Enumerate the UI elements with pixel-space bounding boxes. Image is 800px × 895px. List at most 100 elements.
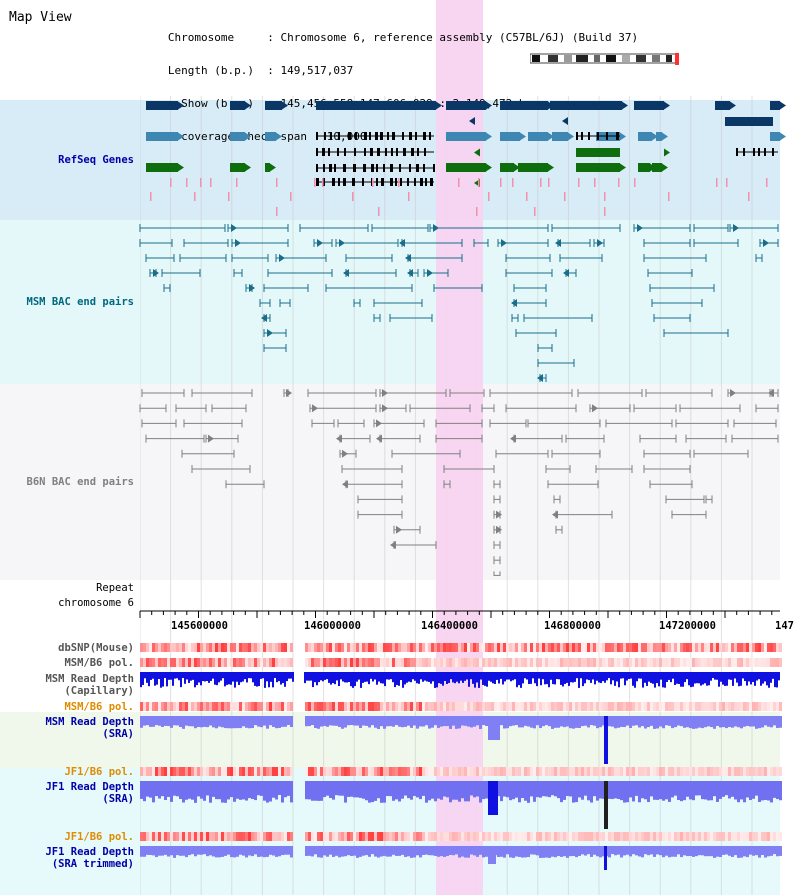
depth-bar: [692, 781, 695, 801]
heat-cell: [617, 702, 620, 711]
depth-bar: [206, 781, 209, 796]
heat-cell: [326, 643, 329, 652]
heat-cell: [194, 643, 197, 652]
heat-cell: [740, 832, 743, 841]
heat-cell: [197, 643, 200, 652]
heat-cell: [710, 767, 713, 776]
depth-bar: [170, 781, 173, 802]
dbsnp-label[interactable]: dbSNP(Mouse): [58, 642, 134, 654]
heat-cell: [506, 643, 509, 652]
highlighted-region[interactable]: [436, 0, 483, 895]
heat-cell: [263, 643, 266, 652]
heat-cell: [665, 643, 668, 652]
depth-peak: [604, 846, 607, 870]
refseq-genes-label[interactable]: RefSeq Genes: [58, 154, 134, 166]
heat-cell: [614, 643, 617, 652]
heat-cell: [590, 702, 593, 711]
heat-cell: [317, 658, 320, 667]
heat-cell: [269, 832, 272, 841]
heat-cell: [284, 643, 287, 652]
msm-bac-label[interactable]: MSM BAC end pairs: [26, 296, 134, 308]
depth-bar: [320, 781, 323, 801]
variant-depth-tracks[interactable]: [0, 638, 800, 895]
depth-bar: [515, 716, 518, 726]
depth-bar: [239, 846, 242, 855]
bac-end-arrow: [235, 239, 241, 247]
heat-cell: [380, 767, 383, 776]
heat-cell: [218, 767, 221, 776]
depth-bar: [227, 716, 230, 729]
depth-bar: [317, 716, 320, 729]
depth-bar: [647, 781, 650, 802]
heat-cell: [368, 643, 371, 652]
depth-bar: [506, 716, 509, 729]
heat-cell: [713, 767, 716, 776]
depth-bar: [216, 672, 218, 686]
heat-cell: [257, 832, 260, 841]
gene-block: [552, 132, 568, 141]
heat-cell: [728, 767, 731, 776]
feature-tracks[interactable]: [0, 96, 800, 576]
heat-cell: [602, 832, 605, 841]
depth-bar: [305, 781, 308, 800]
depth-bar: [635, 781, 638, 796]
depth-bar: [184, 672, 186, 684]
gene-arrow: [245, 101, 251, 110]
heat-cell: [398, 767, 401, 776]
heat-cell: [617, 658, 620, 667]
gene-exon: [354, 148, 356, 156]
heat-cell: [503, 702, 506, 711]
jf1-depth-trim-label[interactable]: JF1 Read Depth: [45, 846, 134, 858]
depth-bar: [725, 846, 728, 855]
depth-bar: [290, 672, 292, 679]
heat-cell: [527, 702, 530, 711]
heat-cell: [287, 702, 290, 711]
heat-cell: [488, 767, 491, 776]
b6n-bac-label[interactable]: B6N BAC end pairs: [26, 476, 134, 488]
depth-bar: [536, 781, 539, 798]
jf1-b6-pol-trim-label[interactable]: JF1/B6 pol.: [64, 831, 134, 843]
jf1-b6-pol-label[interactable]: JF1/B6 pol.: [64, 766, 134, 778]
heat-cell: [701, 702, 704, 711]
heat-cell: [272, 702, 275, 711]
depth-bar: [152, 672, 154, 679]
heat-cell: [611, 767, 614, 776]
depth-bar: [197, 716, 200, 727]
heat-cell: [476, 643, 479, 652]
depth-bar: [311, 846, 314, 857]
depth-bar: [746, 672, 748, 686]
axis-tick-label-2: 146400000: [421, 620, 478, 632]
heat-cell: [380, 832, 383, 841]
depth-bar: [224, 846, 227, 856]
heat-cell: [545, 643, 548, 652]
depth-bar: [455, 716, 458, 729]
msm-b6-pol-sra-label[interactable]: MSM/B6 pol.: [64, 701, 134, 713]
jf1-depth-sra-label[interactable]: JF1 Read Depth: [45, 781, 134, 793]
depth-bar: [716, 781, 719, 802]
heat-cell: [743, 643, 746, 652]
gene-exon: [352, 178, 355, 186]
depth-bar: [449, 716, 452, 729]
depth-bar: [383, 781, 386, 803]
depth-bar: [290, 781, 293, 803]
msm-b6-pol-label[interactable]: MSM/B6 pol.: [64, 657, 134, 669]
bac-end-arrow: [537, 374, 543, 382]
depth-bar: [557, 781, 560, 799]
chromosome-ideogram[interactable]: [530, 53, 682, 65]
heat-cell: [650, 658, 653, 667]
heat-cell: [602, 702, 605, 711]
heat-cell: [404, 832, 407, 841]
heat-cell: [656, 658, 659, 667]
depth-bar: [618, 672, 620, 688]
depth-bar: [224, 716, 227, 729]
bac-end-arrow: [768, 389, 774, 397]
gene-exon: [330, 132, 332, 140]
heat-cell: [662, 767, 665, 776]
depth-bar: [479, 781, 482, 803]
depth-bar: [524, 672, 526, 679]
heat-cell: [704, 767, 707, 776]
depth-bar: [686, 781, 689, 797]
depth-bar: [756, 672, 758, 681]
msm-depth-sra-label[interactable]: MSM Read Depth: [45, 716, 134, 728]
msm-depth-cap-label[interactable]: MSM Read Depth: [45, 673, 134, 685]
